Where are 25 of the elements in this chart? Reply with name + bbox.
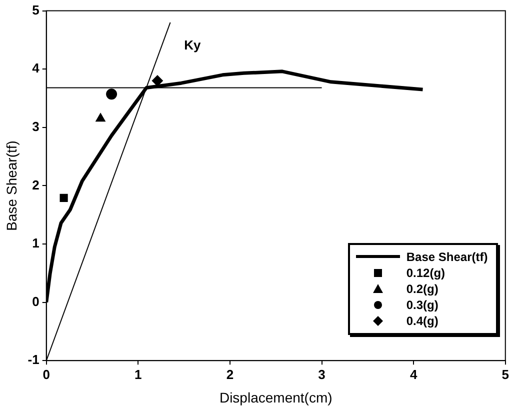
x-axis-title: Displacement(cm) <box>219 389 332 406</box>
point <box>60 194 68 202</box>
point <box>152 75 163 86</box>
x-tick-label: 5 <box>502 366 509 382</box>
legend-label: 0.12(g) <box>406 264 446 281</box>
y-tick-label: 4 <box>32 60 40 76</box>
point <box>106 88 118 100</box>
x-tick-label: 4 <box>410 366 418 382</box>
y-axis-title: Base Shear(tf) <box>3 140 20 231</box>
x-tick-label: 0 <box>42 366 50 382</box>
legend-label: 0.2(g) <box>406 280 438 297</box>
annotation: Ky <box>184 37 202 52</box>
x-tick-label: 3 <box>318 366 326 382</box>
legend-label: Base Shear(tf) <box>406 248 488 265</box>
y-tick-label: 1 <box>32 236 40 251</box>
y-tick-label: 3 <box>32 118 40 134</box>
x-tick-label: 1 <box>134 366 142 382</box>
point <box>96 113 106 122</box>
legend-label: 0.4(g) <box>406 312 438 329</box>
x-tick-label: 2 <box>226 366 234 382</box>
y-tick-label: -1 <box>28 352 40 368</box>
y-tick-label: 0 <box>32 294 40 309</box>
legend-label: 0.3(g) <box>406 296 438 313</box>
y-tick-label: 2 <box>32 177 40 192</box>
y-tick-label: 5 <box>32 2 40 18</box>
